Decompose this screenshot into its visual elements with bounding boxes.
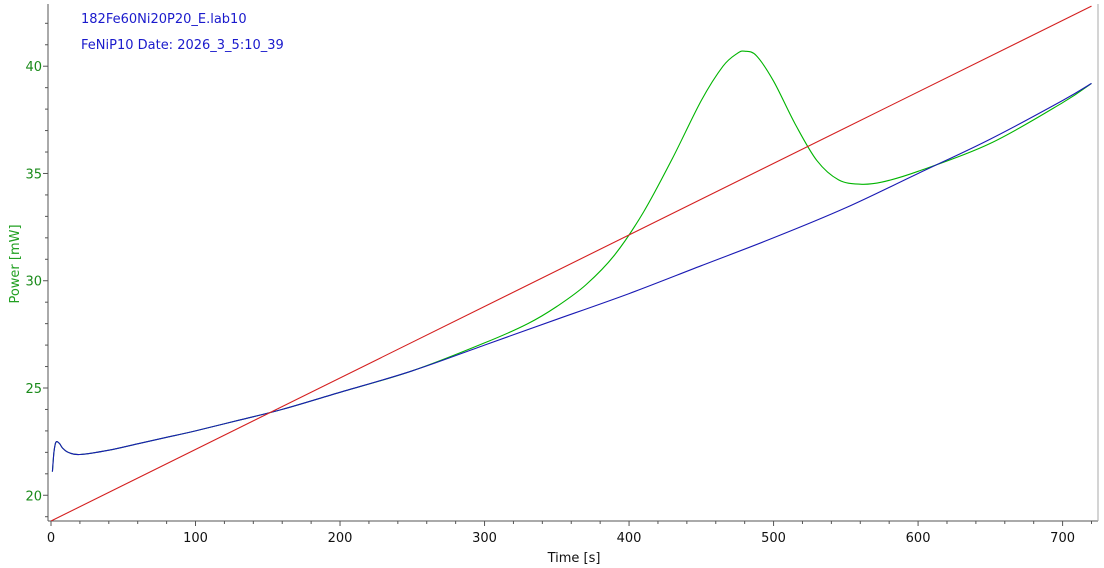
x-tick-label: 0: [47, 531, 55, 546]
x-axis-ticks: 0 100 200 300 400 500 600 700: [47, 521, 1092, 546]
y-axis-ticks: 20 25 30 35 40: [25, 22, 48, 518]
x-tick-label: 200: [328, 531, 353, 546]
x-axis-label: Time [s]: [547, 551, 601, 566]
x-tick-label: 500: [761, 531, 786, 546]
y-tick-label: 40: [25, 60, 42, 75]
x-tick-label: 700: [1050, 531, 1075, 546]
y-tick-label: 20: [25, 489, 42, 504]
y-tick-label: 25: [25, 382, 42, 397]
chart-title-line-1: 182Fe60Ni20P20_E.lab10: [81, 12, 247, 27]
y-tick-label: 35: [25, 167, 42, 182]
y-axis-label: Power [mW]: [8, 224, 23, 303]
y-tick-label: 30: [25, 275, 42, 290]
x-tick-label: 100: [183, 531, 208, 546]
series-layer: [50, 5, 1092, 522]
chart-title-line-2: FeNiP10 Date: 2026_3_5:10_39: [81, 38, 284, 53]
red-series-line: [50, 5, 1092, 522]
x-tick-label: 600: [906, 531, 931, 546]
green-series-line: [51, 50, 1092, 472]
plot-frame: [47, 4, 1099, 522]
blue-series-line: [51, 82, 1092, 472]
x-tick-label: 300: [472, 531, 497, 546]
x-tick-label: 400: [617, 531, 642, 546]
